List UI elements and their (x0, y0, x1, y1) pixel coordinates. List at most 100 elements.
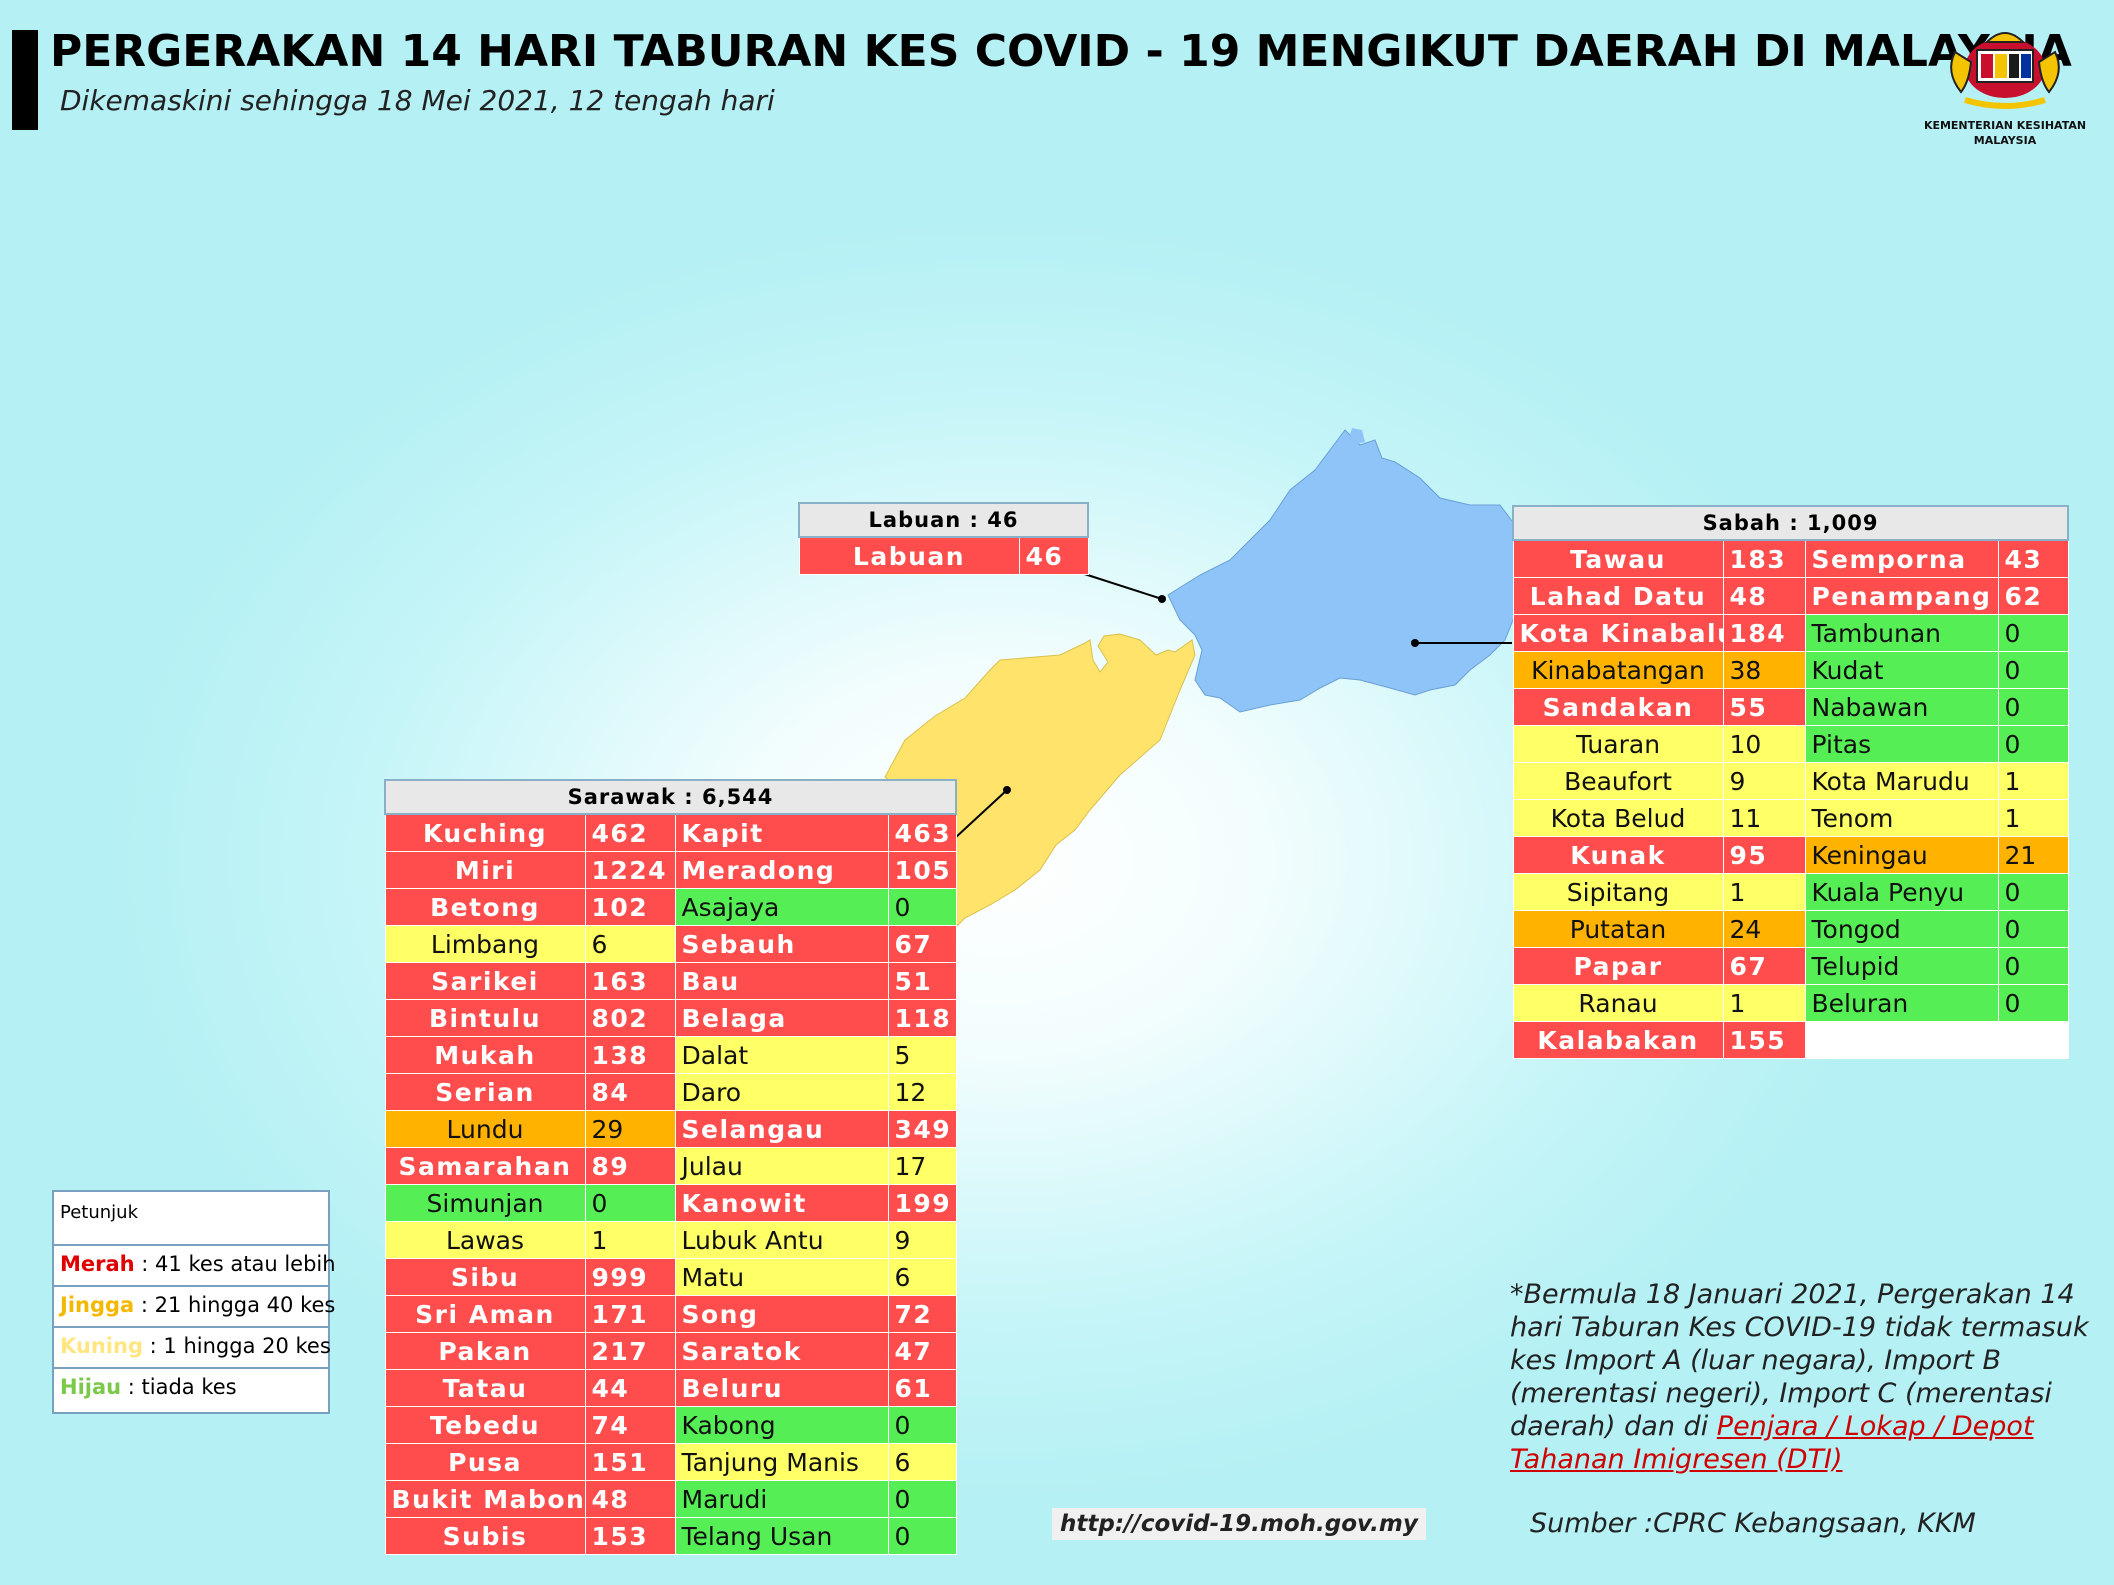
table-row: Sri Aman 171 Song 72 (384, 1295, 957, 1333)
district-name: Daro (674, 1073, 889, 1111)
table-row: Kinabatangan 38 Kudat 0 (1512, 651, 2069, 689)
table-row: Kuching 462 Kapit 463 (384, 813, 957, 852)
district-cases: 6 (887, 1258, 957, 1296)
table-row: Serian 84 Daro 12 (384, 1073, 957, 1111)
legend-item-kuning: Kuning : 1 hingga 20 kes (54, 1328, 331, 1369)
sabah-table: Sabah : 1,009 Tawau 183 Semporna 43 Lahad Dat… (1511, 505, 2070, 1059)
district-name: Sandakan (1512, 688, 1724, 726)
district-name (1804, 1021, 1999, 1059)
district-name: Mukah (384, 1036, 586, 1074)
sarawak-header: Sarawak : 6,544 (384, 779, 957, 815)
district-name: Tuaran (1512, 725, 1724, 763)
district-name: Kuala Penyu (1804, 873, 1999, 911)
district-name: Beaufort (1512, 762, 1724, 800)
district-name: Tatau (384, 1369, 586, 1407)
footnote-link[interactable]: Penjara / Lokap / Depot Tahanan Imigrese… (1510, 1411, 2034, 1475)
page-subtitle: Dikemaskini sehingga 18 Mei 2021, 12 ten… (60, 84, 775, 117)
district-cases: 6 (887, 1443, 957, 1481)
district-cases: 0 (1997, 614, 2069, 652)
table-row: Sandakan 55 Nabawan 0 (1512, 688, 2069, 726)
source-url[interactable]: http://covid-19.moh.gov.my (1052, 1508, 1426, 1540)
district-cases: 51 (887, 962, 957, 1000)
legend-key-kuning: Kuning (60, 1334, 143, 1358)
district-name: Tongod (1804, 910, 1999, 948)
district-cases: 0 (1997, 651, 2069, 689)
district-cases: 171 (584, 1295, 676, 1333)
sarawak-leader-line (954, 789, 1008, 839)
district-name: Pakan (384, 1332, 586, 1370)
district-cases: 999 (584, 1258, 676, 1296)
district-name: Bintulu (384, 999, 586, 1037)
district-name: Marudi (674, 1480, 889, 1518)
district-name: Limbang (384, 925, 586, 963)
district-name: Kota Kinabalu (1512, 614, 1724, 652)
district-cases: 138 (584, 1036, 676, 1074)
title-accent-bar (12, 30, 38, 130)
logo-caption-1: KEMENTERIAN KESIHATAN (1923, 119, 2087, 132)
district-name: Pitas (1804, 725, 1999, 763)
district-name: Kinabatangan (1512, 651, 1724, 689)
table-row: Bintulu 802 Belaga 118 (384, 999, 957, 1037)
labuan-leader-line (1071, 569, 1163, 600)
district-cases: 184 (1722, 614, 1806, 652)
district-cases: 1 (1997, 799, 2069, 837)
legend-key-jingga: Jingga (60, 1293, 135, 1317)
district-cases: 0 (887, 888, 957, 926)
district-cases: 0 (1997, 984, 2069, 1022)
district-name: Betong (384, 888, 586, 926)
sabah-north-tip (1350, 428, 1365, 444)
district-cases: 0 (584, 1184, 676, 1222)
district-name: Kuching (384, 813, 586, 852)
district-cases: 29 (584, 1110, 676, 1148)
district-name: Kalabakan (1512, 1021, 1724, 1059)
sarawak-table: Sarawak : 6,544 Kuching 462 Kapit 463 Miri 122… (384, 779, 957, 1555)
district-cases: 183 (1722, 539, 1806, 578)
logo-caption-2: MALAYSIA (1973, 134, 2037, 147)
district-cases: 0 (887, 1480, 957, 1518)
district-name: Lundu (384, 1110, 586, 1148)
district-name: Kota Marudu (1804, 762, 1999, 800)
table-row: Tebedu 74 Kabong 0 (384, 1406, 957, 1444)
district-name: Semporna (1804, 539, 1999, 578)
footnote-text: *Bermula 18 Januari 2021, Pergerakan 14 … (1510, 1279, 2089, 1442)
table-row: Papar 67 Telupid 0 (1512, 947, 2069, 985)
district-cases: 84 (584, 1073, 676, 1111)
table-row: Lawas 1 Lubuk Antu 9 (384, 1221, 957, 1259)
sarawak-region (884, 633, 1196, 930)
legend-key-hijau: Hijau (60, 1375, 122, 1399)
legend-text-hijau: : tiada kes (121, 1375, 237, 1399)
district-cases: 463 (887, 813, 957, 852)
table-row: Lundu 29 Selangau 349 (384, 1110, 957, 1148)
labuan-table: Labuan : 46 Labuan 46 (798, 502, 1089, 575)
table-row: Betong 102 Asajaya 0 (384, 888, 957, 926)
legend-text-jingga: : 21 hingga 40 kes (134, 1293, 336, 1317)
district-cases: 47 (887, 1332, 957, 1370)
district-name: Kunak (1512, 836, 1724, 874)
table-row: Kota Belud 11 Tenom 1 (1512, 799, 2069, 837)
district-name: Serian (384, 1073, 586, 1111)
district-cases: 0 (1997, 725, 2069, 763)
legend-text-kuning: : 1 hingga 20 kes (143, 1334, 331, 1358)
table-row: Samarahan 89 Julau 17 (384, 1147, 957, 1185)
district-name: Tawau (1512, 539, 1724, 578)
district-name: Pusa (384, 1443, 586, 1481)
table-row: Labuan 46 (798, 536, 1089, 575)
district-cases: 105 (887, 851, 957, 889)
legend-item-jingga: Jingga : 21 hingga 40 kes (54, 1287, 335, 1328)
district-cases (1997, 1021, 2069, 1059)
table-row: Beaufort 9 Kota Marudu 1 (1512, 762, 2069, 800)
district-cases: 43 (1997, 539, 2069, 578)
table-row: Tuaran 10 Pitas 0 (1512, 725, 2069, 763)
district-name: Song (674, 1295, 889, 1333)
district-cases: 0 (1997, 873, 2069, 911)
district-cases: 38 (1722, 651, 1806, 689)
district-name: Tanjung Manis (674, 1443, 889, 1481)
district-name: Kota Belud (1512, 799, 1724, 837)
district-name: Dalat (674, 1036, 889, 1074)
legend-title: Petunjuk (54, 1192, 328, 1246)
legend-item-hijau: Hijau : tiada kes (54, 1369, 328, 1410)
district-name: Miri (384, 851, 586, 889)
district-cases: 44 (584, 1369, 676, 1407)
district-name: Kanowit (674, 1184, 889, 1222)
